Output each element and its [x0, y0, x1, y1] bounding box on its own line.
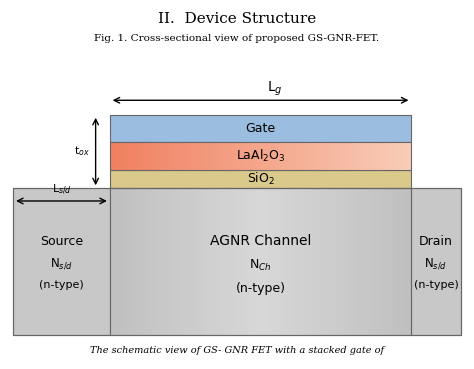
Text: Source: Source	[40, 235, 83, 248]
Text: N$_{s/d}$: N$_{s/d}$	[424, 256, 448, 270]
Text: AGNR Channel: AGNR Channel	[210, 234, 311, 248]
Text: LaAl$_2$O$_3$: LaAl$_2$O$_3$	[236, 148, 285, 164]
Bar	[110, 188, 411, 335]
Text: L$_g$: L$_g$	[267, 80, 283, 99]
Bar	[13, 188, 461, 335]
Text: Gate: Gate	[246, 122, 275, 135]
Bar	[110, 142, 411, 170]
Text: N$_{s/d}$: N$_{s/d}$	[50, 256, 73, 270]
Text: Fig. 1. Cross-sectional view of proposed GS-GNR-FET.: Fig. 1. Cross-sectional view of proposed…	[94, 34, 380, 43]
Text: L$_{s/d}$: L$_{s/d}$	[52, 183, 72, 197]
Text: N$_{Ch}$: N$_{Ch}$	[249, 258, 272, 273]
Text: Drain: Drain	[419, 235, 453, 248]
Bar	[13, 188, 110, 335]
Text: II.  Device Structure: II. Device Structure	[158, 13, 316, 26]
Text: t$_{ox}$: t$_{ox}$	[74, 145, 90, 158]
Bar	[110, 115, 411, 142]
Text: SiO$_2$: SiO$_2$	[246, 171, 274, 187]
Text: The schematic view of GS- GNR FET with a stacked gate of: The schematic view of GS- GNR FET with a…	[90, 346, 384, 355]
Text: (n-type): (n-type)	[236, 282, 285, 295]
Bar	[411, 188, 461, 335]
Text: (n-type): (n-type)	[414, 280, 458, 290]
Text: (n-type): (n-type)	[39, 280, 84, 290]
Bar	[110, 170, 411, 188]
